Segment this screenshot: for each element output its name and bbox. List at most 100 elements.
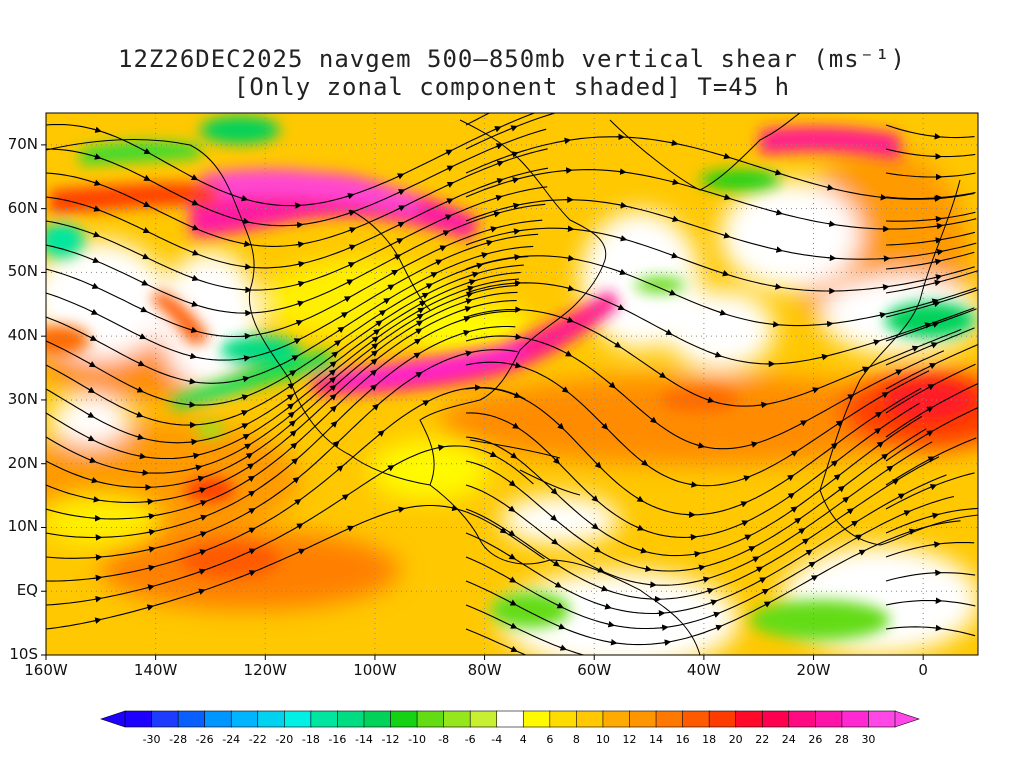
streamline-arrow (247, 570, 257, 577)
streamline-arrow (370, 358, 378, 366)
streamline-arrow (722, 152, 731, 160)
streamline-arrow (774, 209, 784, 216)
streamline-arrow (247, 508, 256, 515)
streamline-arrow (669, 139, 679, 147)
streamline-arrow (618, 235, 628, 242)
streamline-arrow (835, 420, 843, 427)
lon-label: 140W (133, 661, 178, 679)
streamline-arrow (608, 638, 618, 646)
streamline-arrow (668, 289, 677, 296)
streamline-arrow (386, 465, 395, 472)
colorbar-label: 26 (808, 733, 823, 746)
streamline-arrow (390, 269, 399, 276)
streamline-arrow (507, 529, 516, 537)
streamline-arrow (190, 174, 199, 181)
streamline-arrow (243, 263, 252, 270)
colorbar-label: 10 (595, 733, 610, 746)
colorbar-label: 8 (572, 733, 580, 746)
streamline-arrow (931, 321, 940, 328)
streamline-arrow (636, 524, 645, 531)
streamline-arrow (508, 479, 517, 487)
streamline-arrow (421, 292, 430, 299)
streamline-arrow (714, 624, 723, 631)
streamline-arrow (552, 560, 561, 567)
streamline-arrow (461, 329, 471, 337)
colorbar-label: -8 (438, 733, 450, 746)
streamline-arrow (145, 498, 155, 505)
streamline-arrow (830, 442, 839, 450)
colorbar-label: -18 (301, 733, 320, 746)
streamline-arrow (820, 353, 829, 361)
streamline-arrow (196, 475, 205, 483)
streamline-arrow (90, 476, 99, 484)
streamline-arrow (933, 624, 943, 632)
streamline-arrow (414, 328, 423, 335)
streamline-arrow (932, 133, 942, 140)
streamline-arrow (340, 312, 349, 319)
streamline-arrow (499, 526, 507, 534)
streamline-arrow (372, 403, 380, 411)
axis-ticks (41, 144, 924, 660)
streamline-arrow (296, 280, 306, 288)
streamline-arrow (550, 514, 558, 522)
streamline-arrow (295, 523, 304, 530)
colorbar-label: -10 (408, 733, 427, 746)
streamline-arrow (90, 308, 99, 315)
streamline-arrow (146, 584, 155, 591)
streamline-arrow (810, 575, 819, 582)
streamline-arrow (660, 624, 669, 631)
streamline-arrow (397, 205, 406, 212)
streamline (465, 136, 975, 200)
streamline-arrow (511, 202, 521, 210)
colorbar-label: -16 (328, 733, 347, 746)
streamline-arrow (933, 194, 943, 202)
streamline-arrow (470, 271, 480, 278)
streamline-arrow (199, 514, 208, 521)
streamline-arrow (465, 291, 474, 299)
streamline-arrow (415, 371, 423, 379)
streamline-arrow (933, 215, 943, 223)
streamline-arrow (511, 177, 520, 184)
streamline-arrow (558, 644, 568, 651)
lon-label: 20W (796, 661, 831, 679)
streamline-arrow (239, 195, 249, 202)
streamline-arrow (706, 396, 715, 403)
streamline-arrow (878, 193, 888, 201)
lon-label: 0 (918, 661, 928, 679)
streamline-arrow (608, 381, 616, 389)
streamline-arrow (773, 283, 783, 290)
streamline-arrow (415, 320, 424, 327)
streamline-arrow (330, 420, 338, 428)
streamline-arrow (463, 305, 472, 313)
streamline-arrow (288, 420, 297, 427)
lat-label: EQ (16, 581, 38, 600)
streamline-arrow (240, 423, 249, 430)
streamline-arrow (799, 420, 808, 427)
streamline-arrow (441, 230, 451, 237)
streamline-arrow (91, 496, 101, 503)
streamline-arrow (495, 160, 505, 167)
streamline-arrow (245, 452, 254, 460)
lat-label: 10S (9, 645, 38, 663)
streamline-arrow (370, 384, 378, 391)
streamline-arrow (846, 394, 855, 401)
streamline-arrow (191, 452, 201, 460)
streamline-arrow (416, 313, 424, 321)
lat-label: 60N (7, 198, 38, 217)
streamline-arrow (790, 506, 798, 513)
streamline (465, 628, 527, 655)
streamline-arrow (371, 343, 379, 350)
streamline-arrow (557, 422, 565, 430)
streamline-arrow (145, 604, 155, 611)
streamline (885, 251, 975, 270)
streamline-arrow (242, 240, 252, 247)
streamline-arrow (902, 510, 911, 517)
streamline-arrow (191, 224, 200, 231)
streamline-arrow (489, 451, 498, 457)
streamline-arrow (550, 487, 558, 495)
streamline-arrow (933, 237, 943, 244)
streamline-arrow (824, 320, 834, 328)
streamline-arrow (341, 494, 350, 501)
streamline-arrow (614, 341, 622, 348)
streamline-arrow (297, 548, 306, 555)
